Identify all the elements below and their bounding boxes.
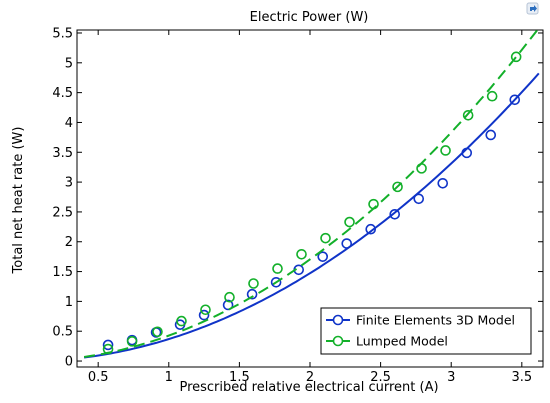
legend-marker (332, 335, 344, 347)
y-tick-label: 3 (65, 176, 73, 191)
data-point (392, 181, 403, 193)
series-line (83, 25, 541, 358)
y-tick-label: 0.5 (52, 325, 73, 340)
data-point (200, 304, 211, 316)
data-point (246, 288, 258, 300)
y-axis: 0 0.5 1 1.5 2 2.5 3 3.5 4 4.5 5 5.5 (52, 26, 543, 370)
series-2 (83, 25, 541, 358)
corner-icon[interactable] (526, 2, 539, 15)
y-tick-label: 2.5 (52, 205, 73, 220)
y-tick-label: 4 (65, 116, 73, 131)
data-point (486, 90, 498, 102)
y-tick-label: 5.5 (52, 26, 73, 41)
data-point (440, 145, 451, 156)
y-tick-label: 1.5 (52, 265, 73, 280)
legend: Finite Elements 3D Model Lumped Model (320, 307, 532, 355)
data-point (365, 223, 377, 235)
y-tick-label: 5 (65, 56, 73, 71)
chart-title: Electric Power (W) (250, 10, 369, 25)
data-point (510, 51, 522, 63)
data-point (341, 238, 353, 249)
data-point (320, 232, 331, 244)
data-point (368, 198, 379, 210)
legend-item: Finite Elements 3D Model (326, 313, 515, 328)
legend-item: Lumped Model (326, 334, 448, 349)
data-point (344, 216, 355, 228)
data-point (102, 343, 114, 355)
data-point (413, 193, 425, 205)
legend-marker (332, 314, 344, 326)
y-axis-label: Total net heat rate (W) (11, 127, 26, 275)
y-tick-label: 1 (65, 295, 73, 310)
x-tick-label: 2 (306, 370, 314, 385)
y-tick-label: 2 (65, 235, 73, 250)
data-point (416, 163, 427, 174)
y-tick-label: 0 (65, 355, 73, 370)
data-point (296, 248, 307, 260)
legend-box (320, 307, 532, 355)
data-point (102, 339, 114, 351)
x-tick-label: 3.5 (511, 370, 532, 385)
x-tick-label: 0.5 (88, 370, 109, 385)
data-point (222, 299, 234, 311)
series-layer (83, 25, 541, 359)
data-point (152, 326, 163, 338)
data-point (198, 309, 210, 321)
x-axis-label: Prescribed relative electrical current (… (179, 380, 438, 395)
data-point (461, 147, 473, 159)
data-point (126, 336, 138, 347)
x-tick-label: 1 (165, 370, 173, 385)
data-point (509, 94, 521, 106)
data-point (272, 263, 283, 274)
x-axis: 0.5 1 1.5 2 2.5 3 3.5 (88, 30, 532, 385)
data-point (224, 291, 235, 303)
x-tick-label: 2.5 (370, 370, 391, 385)
x-tick-label: 3 (447, 370, 455, 385)
data-point (389, 209, 401, 220)
data-point (485, 129, 497, 141)
series-1 (83, 72, 540, 359)
y-tick-label: 4.5 (52, 86, 73, 101)
data-point (176, 315, 187, 327)
data-point (462, 109, 474, 121)
x-tick-label: 1.5 (229, 370, 250, 385)
data-point (270, 277, 282, 288)
legend-label: Lumped Model (356, 334, 448, 349)
legend-label: Finite Elements 3D Model (356, 313, 515, 328)
data-point (248, 278, 259, 289)
data-point (437, 177, 449, 189)
y-tick-label: 3.5 (52, 146, 73, 161)
data-point (317, 251, 329, 262)
